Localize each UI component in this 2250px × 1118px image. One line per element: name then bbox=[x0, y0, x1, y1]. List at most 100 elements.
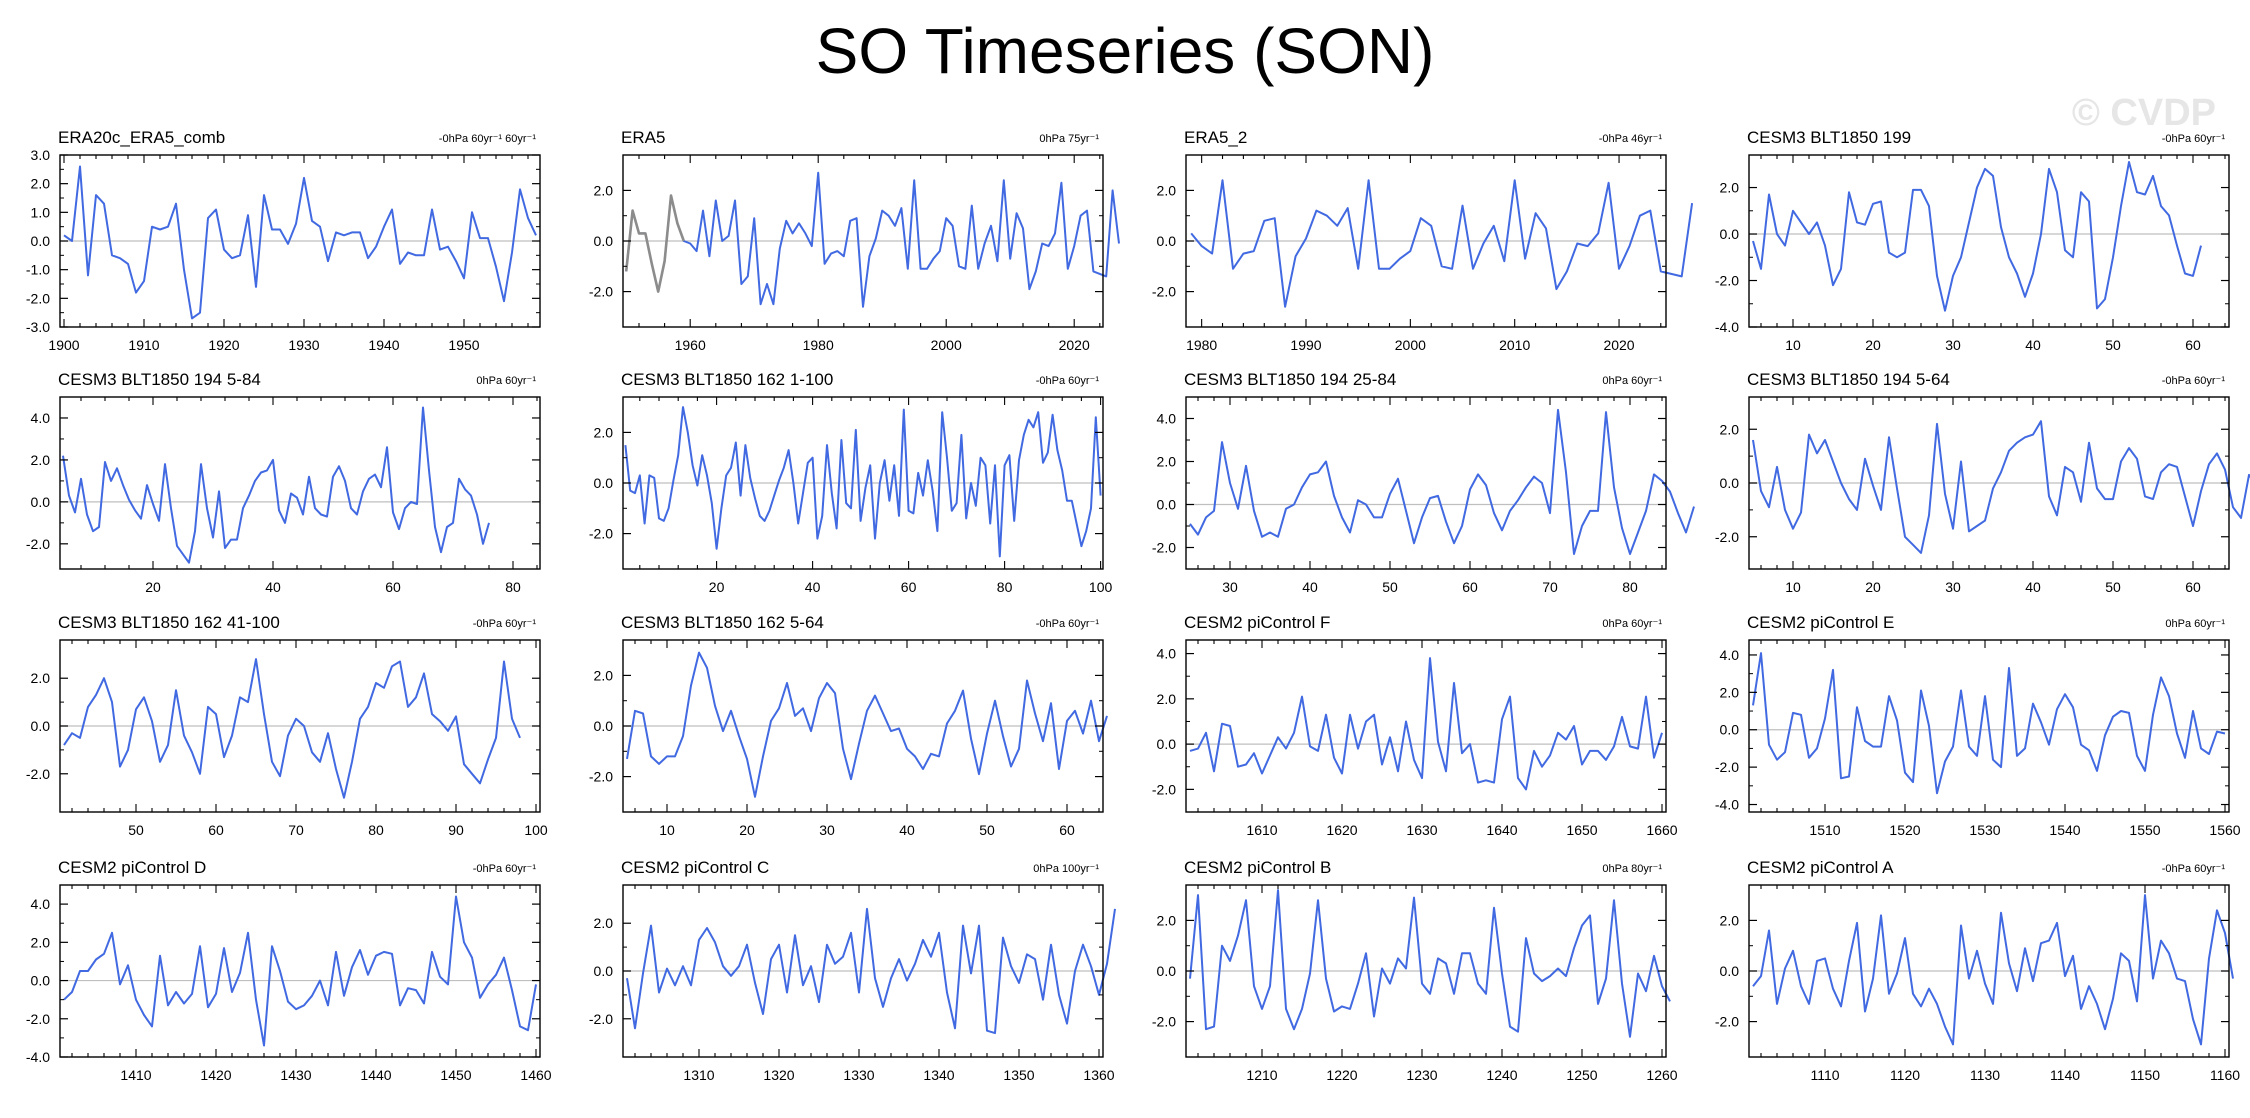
panel-title: CESM2 piControl B bbox=[1184, 858, 1331, 877]
xtick-label: 1420 bbox=[200, 1067, 231, 1083]
xtick-label: 1530 bbox=[1969, 822, 2000, 838]
xtick-label: 80 bbox=[997, 579, 1013, 595]
panel-title: CESM2 piControl C bbox=[621, 858, 769, 877]
panel-13: CESM2 piControl D -0hPa 60yr⁻¹ 4.0 2.0 0.0 -2… bbox=[26, 858, 552, 1083]
xtick-label: 20 bbox=[709, 579, 725, 595]
xtick-label: 60 bbox=[2185, 579, 2201, 595]
xtick-label: 1610 bbox=[1246, 822, 1277, 838]
xtick-label: 2000 bbox=[931, 337, 962, 353]
xtick-label: 1640 bbox=[1486, 822, 1517, 838]
ytick-label: 3.0 bbox=[31, 147, 51, 163]
ytick-label: -2.0 bbox=[26, 1011, 50, 1027]
xtick-label: 30 bbox=[1945, 337, 1961, 353]
panel-4: CESM3 BLT1850 199 -0hPa 60yr⁻¹ 2.0 0.0 -2.0 -… bbox=[1715, 128, 2230, 353]
ytick-label: -4.0 bbox=[1715, 797, 1739, 813]
ytick-label: 2.0 bbox=[594, 424, 614, 440]
plot-frame bbox=[1748, 154, 2230, 328]
trend-label: -0hPa 60yr⁻¹ bbox=[2162, 375, 2226, 387]
xtick-label: 1900 bbox=[48, 337, 79, 353]
xtick-label: 1620 bbox=[1326, 822, 1357, 838]
xtick-label: 1440 bbox=[360, 1067, 391, 1083]
ytick-label: 2.0 bbox=[31, 934, 51, 950]
xtick-label: 1460 bbox=[520, 1067, 551, 1083]
xtick-label: 10 bbox=[1785, 337, 1801, 353]
ytick-label: 4.0 bbox=[1157, 646, 1177, 662]
ytick-label: -2.0 bbox=[1715, 1014, 1739, 1030]
ytick-label: -4.0 bbox=[1715, 319, 1739, 335]
ytick-label: 0.0 bbox=[1157, 963, 1177, 979]
panel-7: CESM3 BLT1850 194 25-84 0hPa 60yr⁻¹ 4.0 2.0… bbox=[1152, 370, 1695, 595]
xtick-label: 30 bbox=[1945, 579, 1961, 595]
panel-title: CESM2 piControl F bbox=[1184, 613, 1330, 632]
xtick-label: 1930 bbox=[288, 337, 319, 353]
ytick-label: 0.0 bbox=[1157, 497, 1177, 513]
xtick-label: 1450 bbox=[440, 1067, 471, 1083]
so-series-line bbox=[1189, 408, 1695, 555]
xtick-label: 80 bbox=[368, 822, 384, 838]
ytick-label: -2.0 bbox=[589, 1011, 613, 1027]
xtick-label: 2010 bbox=[1499, 337, 1530, 353]
xtick-label: 1150 bbox=[2130, 1067, 2160, 1083]
xtick-label: 1250 bbox=[1566, 1067, 1597, 1083]
xtick-label: 40 bbox=[1302, 579, 1318, 595]
so-series-line bbox=[1189, 657, 1663, 791]
xtick-label: 1550 bbox=[2129, 822, 2160, 838]
ytick-label: -2.0 bbox=[589, 769, 613, 785]
ytick-label: 0.0 bbox=[1720, 475, 1740, 491]
ytick-label: -2.0 bbox=[1152, 781, 1176, 797]
xtick-label: 60 bbox=[901, 579, 917, 595]
xtick-label: 1990 bbox=[1290, 337, 1321, 353]
ytick-label: -4.0 bbox=[26, 1049, 50, 1065]
ytick-label: 2.0 bbox=[594, 915, 614, 931]
ytick-label: 2.0 bbox=[594, 182, 614, 198]
so-series-line bbox=[1189, 889, 1671, 1038]
ytick-label: 2.0 bbox=[31, 452, 51, 468]
xtick-label: 40 bbox=[899, 822, 915, 838]
so-series-line bbox=[1752, 894, 2234, 1046]
xtick-label: 1410 bbox=[120, 1067, 151, 1083]
xtick-label: 1980 bbox=[803, 337, 834, 353]
so-series-line bbox=[63, 165, 537, 320]
xtick-label: 40 bbox=[2025, 337, 2041, 353]
xtick-label: 1430 bbox=[280, 1067, 311, 1083]
trend-label: -0hPa 60yr⁻¹ 60yr⁻¹ bbox=[439, 133, 537, 145]
ytick-label: 2.0 bbox=[31, 176, 51, 192]
ytick-label: 2.0 bbox=[1720, 180, 1740, 196]
xtick-label: 1310 bbox=[683, 1067, 714, 1083]
ytick-label: -2.0 bbox=[589, 526, 613, 542]
ytick-label: 0.0 bbox=[1157, 736, 1177, 752]
xtick-label: 1240 bbox=[1486, 1067, 1517, 1083]
xtick-label: 70 bbox=[288, 822, 304, 838]
so-series-line bbox=[1752, 652, 2226, 795]
xtick-label: 30 bbox=[1222, 579, 1238, 595]
ytick-label: -2.0 bbox=[1152, 540, 1176, 556]
ytick-label: 4.0 bbox=[31, 896, 51, 912]
ytick-label: -2.0 bbox=[1715, 759, 1739, 775]
panel-title: CESM3 BLT1850 194 25-84 bbox=[1184, 370, 1396, 389]
xtick-label: 70 bbox=[1542, 579, 1558, 595]
panel-14: CESM2 piControl C 0hPa 100yr⁻¹ 2.0 0.0 -2.0 1… bbox=[589, 858, 1116, 1083]
panel-12: CESM2 piControl E 0hPa 60yr⁻¹ 4.0 2.0 0.0 -2.… bbox=[1715, 613, 2241, 838]
xtick-label: 40 bbox=[2025, 579, 2041, 595]
ytick-label: -2.0 bbox=[1152, 1014, 1176, 1030]
panel-3: ERA5_2 -0hPa 46yr⁻¹ 2.0 0.0 -2.0 1980 1990 2000… bbox=[1152, 128, 1694, 353]
ytick-label: 2.0 bbox=[1157, 454, 1177, 470]
cvdp-watermark: © CVDP bbox=[2071, 92, 2216, 134]
panel-2: ERA5 0hPa 75yr⁻¹ 2.0 0.0 -2.0 1960 1980 2000 202… bbox=[589, 128, 1120, 353]
panel-title: CESM3 BLT1850 162 1-100 bbox=[621, 370, 833, 389]
ytick-label: 0.0 bbox=[594, 475, 614, 491]
panel-title: CESM3 BLT1850 194 5-64 bbox=[1747, 370, 1950, 389]
ytick-label: -2.0 bbox=[589, 284, 613, 300]
panel-title: CESM2 piControl E bbox=[1747, 613, 1894, 632]
so-series-line bbox=[624, 406, 1102, 558]
panel-title: ERA5_2 bbox=[1184, 128, 1247, 147]
xtick-label: 1110 bbox=[1810, 1067, 1839, 1083]
ytick-label: 2.0 bbox=[31, 670, 51, 686]
trend-label: 0hPa 60yr⁻¹ bbox=[476, 375, 536, 387]
xtick-label: 20 bbox=[1865, 337, 1881, 353]
xtick-label: 1960 bbox=[675, 337, 706, 353]
xtick-label: 1980 bbox=[1186, 337, 1217, 353]
ytick-label: -2.0 bbox=[1152, 284, 1176, 300]
xtick-label: 40 bbox=[805, 579, 821, 595]
